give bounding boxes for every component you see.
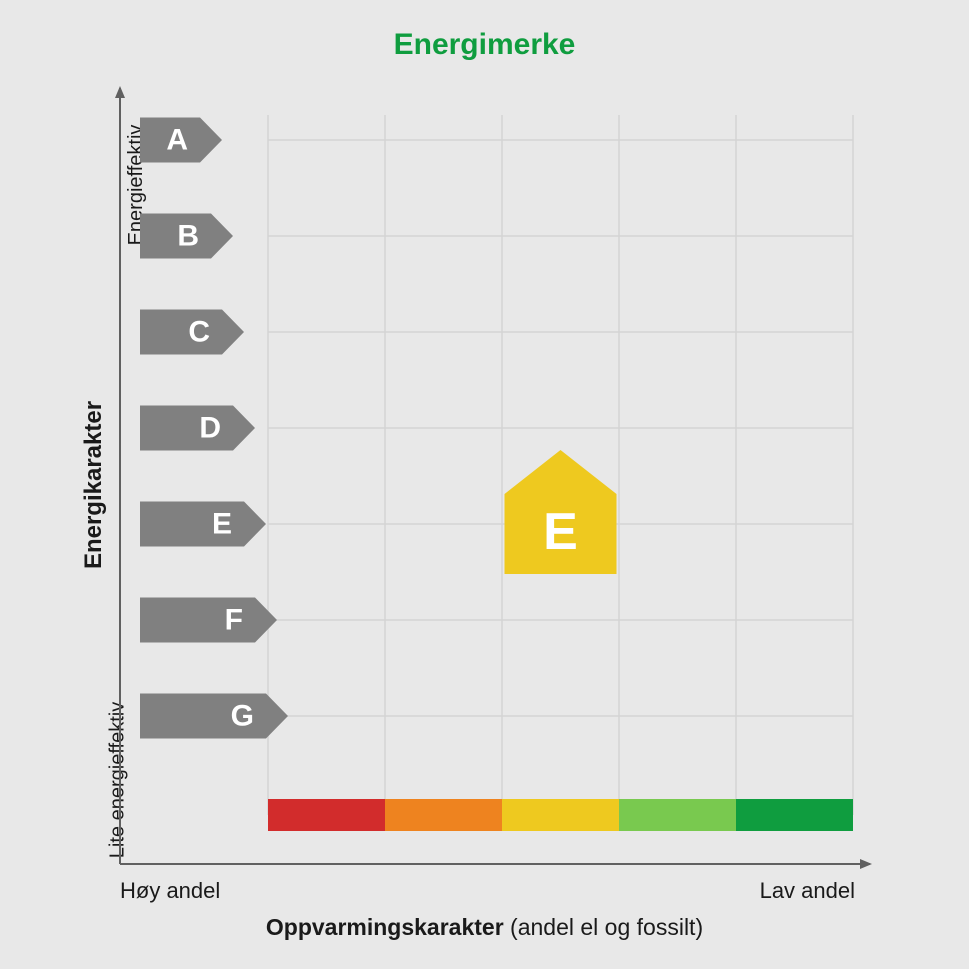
color-bar-segment-4 <box>736 799 853 831</box>
grade-arrow-g <box>140 694 288 739</box>
grade-label-c: C <box>188 316 210 349</box>
grade-label-b: B <box>177 220 199 253</box>
grade-label-a: A <box>166 124 188 157</box>
grade-label-d: D <box>199 412 221 445</box>
color-bar-segment-3 <box>619 799 736 831</box>
color-bar-segment-2 <box>502 799 619 831</box>
grade-arrow-e <box>140 502 266 547</box>
color-bar-segment-0 <box>268 799 385 831</box>
x-axis-arrow-icon <box>860 859 872 869</box>
grade-arrow-d <box>140 406 255 451</box>
color-bar-segment-1 <box>385 799 502 831</box>
chart-svg: A B C D E F G E <box>0 0 969 969</box>
grade-arrow-f <box>140 598 277 643</box>
grade-label-g: G <box>231 700 254 733</box>
grade-label-f: F <box>225 604 243 637</box>
y-axis-arrow-icon <box>115 86 125 98</box>
energy-marker-label: E <box>543 503 578 561</box>
grade-label-e: E <box>212 508 232 541</box>
energy-label-chart: Energimerke Energikarakter Energieffekti… <box>0 0 969 969</box>
